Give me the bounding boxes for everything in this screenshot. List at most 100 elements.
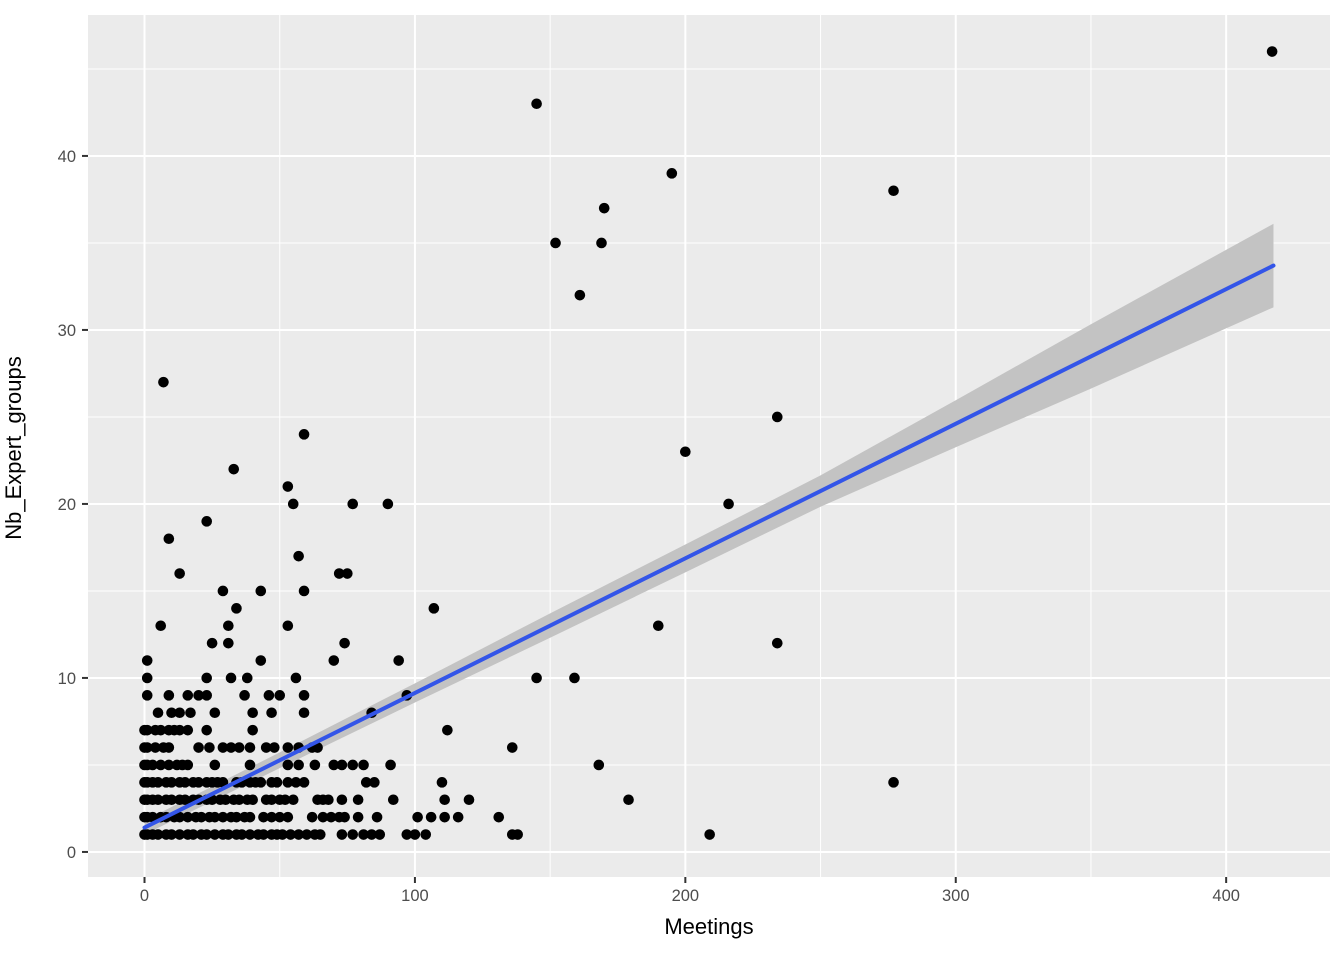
data-point bbox=[187, 829, 199, 840]
data-point bbox=[231, 811, 242, 823]
data-point bbox=[217, 742, 229, 753]
data-point bbox=[298, 429, 310, 440]
data-point bbox=[244, 759, 256, 771]
data-point bbox=[152, 794, 164, 806]
data-point bbox=[285, 829, 296, 840]
data-point bbox=[282, 777, 294, 788]
data-point bbox=[301, 829, 313, 840]
data-point bbox=[271, 777, 283, 788]
data-point bbox=[258, 811, 269, 823]
data-point bbox=[209, 811, 221, 823]
data-point bbox=[287, 498, 299, 510]
data-point bbox=[293, 829, 304, 840]
y-axis-title: Nb_Expert_groups bbox=[1, 356, 26, 540]
data-point bbox=[347, 829, 359, 840]
data-point bbox=[163, 690, 175, 701]
y-tick-label: 10 bbox=[58, 670, 76, 688]
data-point bbox=[244, 829, 256, 840]
data-point bbox=[442, 724, 453, 736]
data-point bbox=[152, 829, 164, 840]
data-point bbox=[141, 690, 153, 701]
data-point bbox=[277, 829, 288, 840]
data-point bbox=[409, 829, 421, 840]
data-point bbox=[680, 446, 691, 458]
data-point bbox=[166, 777, 177, 788]
data-point bbox=[279, 794, 291, 806]
data-point bbox=[201, 724, 213, 736]
data-point bbox=[196, 811, 207, 823]
data-point bbox=[401, 829, 413, 840]
data-point bbox=[439, 811, 450, 823]
y-tick-label: 30 bbox=[58, 322, 76, 340]
data-point bbox=[217, 811, 229, 823]
data-point bbox=[233, 794, 245, 806]
data-point bbox=[723, 498, 734, 510]
data-point bbox=[155, 759, 167, 771]
data-point bbox=[163, 759, 175, 771]
data-point bbox=[266, 794, 277, 806]
x-tick-label: 100 bbox=[401, 887, 429, 905]
data-point bbox=[282, 620, 294, 632]
data-point bbox=[182, 690, 194, 701]
data-point bbox=[293, 550, 304, 562]
data-point bbox=[247, 707, 258, 719]
data-point bbox=[155, 724, 167, 736]
data-point bbox=[420, 829, 432, 840]
data-point bbox=[328, 759, 340, 771]
y-tick-label: 0 bbox=[67, 844, 76, 862]
data-point bbox=[328, 655, 340, 666]
data-point bbox=[209, 707, 221, 719]
data-point bbox=[666, 168, 678, 179]
data-point bbox=[220, 794, 231, 806]
data-point bbox=[282, 481, 294, 492]
data-point bbox=[182, 724, 194, 736]
data-point bbox=[387, 794, 399, 806]
x-tick-label: 400 bbox=[1212, 887, 1240, 905]
data-point bbox=[217, 585, 229, 597]
data-point bbox=[225, 742, 237, 753]
data-point bbox=[428, 603, 440, 614]
data-point bbox=[244, 811, 256, 823]
data-point bbox=[174, 568, 185, 579]
data-point bbox=[336, 794, 348, 806]
data-point bbox=[223, 829, 234, 840]
data-point bbox=[323, 794, 334, 806]
data-point bbox=[247, 794, 258, 806]
y-tick-label: 20 bbox=[58, 496, 76, 514]
data-point bbox=[574, 289, 586, 301]
data-point bbox=[888, 777, 899, 788]
data-point bbox=[247, 724, 258, 736]
data-point bbox=[201, 672, 213, 684]
data-point bbox=[269, 742, 280, 753]
data-point bbox=[274, 690, 286, 701]
confidence-band bbox=[144, 223, 1274, 835]
data-point bbox=[141, 672, 153, 684]
data-point bbox=[412, 811, 423, 823]
data-point bbox=[493, 811, 505, 823]
data-point bbox=[369, 777, 380, 788]
data-point bbox=[452, 811, 464, 823]
data-point bbox=[223, 620, 234, 632]
data-point bbox=[425, 811, 437, 823]
data-point bbox=[358, 759, 369, 771]
data-point bbox=[358, 829, 369, 840]
data-point bbox=[182, 759, 194, 771]
data-point bbox=[347, 759, 359, 771]
data-point bbox=[255, 585, 267, 597]
data-point bbox=[266, 811, 277, 823]
data-point bbox=[228, 463, 240, 475]
data-point bbox=[258, 829, 269, 840]
data-point bbox=[209, 829, 221, 840]
data-point bbox=[239, 690, 250, 701]
y-tick-label: 40 bbox=[58, 148, 76, 166]
data-point bbox=[463, 794, 475, 806]
data-point bbox=[201, 829, 213, 840]
panel-background bbox=[88, 15, 1330, 877]
data-point bbox=[193, 690, 204, 701]
data-point bbox=[147, 811, 158, 823]
data-point bbox=[244, 742, 256, 753]
data-point bbox=[141, 742, 153, 753]
data-point bbox=[347, 498, 359, 510]
data-point bbox=[255, 655, 267, 666]
